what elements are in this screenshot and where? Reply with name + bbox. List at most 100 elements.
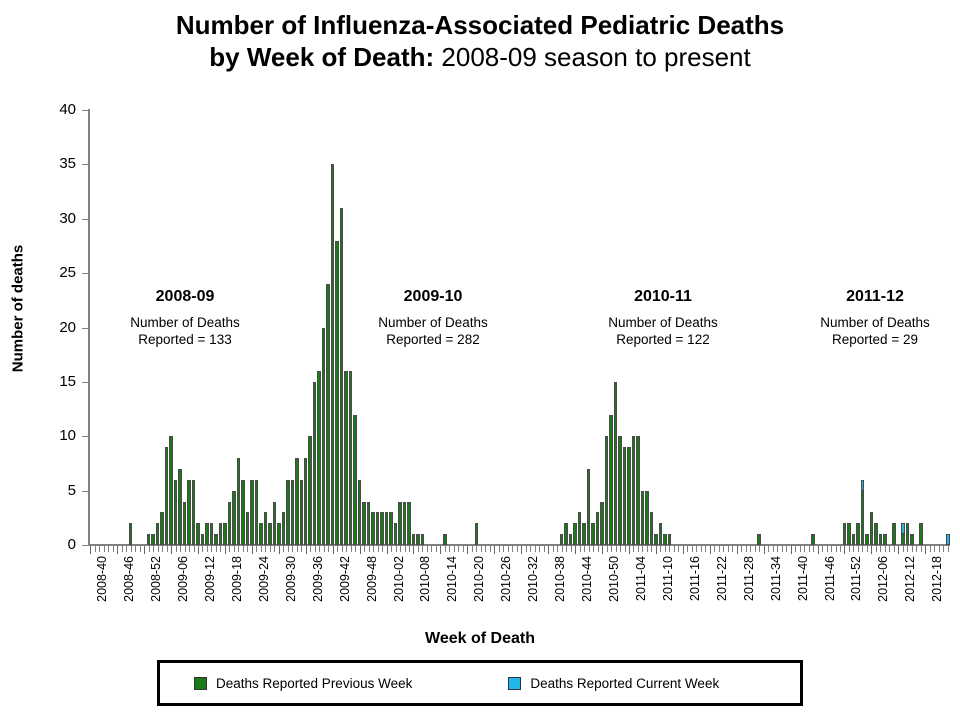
y-axis-tick bbox=[82, 110, 89, 111]
bar bbox=[250, 479, 254, 545]
x-axis-tick bbox=[377, 546, 379, 552]
bar bbox=[393, 523, 398, 545]
bar bbox=[366, 501, 371, 545]
x-axis-tick-label: 2008-46 bbox=[122, 556, 137, 602]
x-axis-tick bbox=[409, 546, 410, 552]
bar bbox=[573, 523, 577, 545]
bar bbox=[847, 523, 851, 545]
x-axis-line bbox=[88, 544, 950, 546]
bar bbox=[281, 512, 286, 545]
x-axis-tick bbox=[287, 546, 289, 552]
bar-segment-previous-week bbox=[245, 512, 250, 545]
x-axis-tick bbox=[449, 546, 451, 552]
x-axis-tick bbox=[714, 546, 716, 552]
x-axis-tick bbox=[503, 546, 505, 552]
bar-segment-previous-week bbox=[259, 523, 263, 545]
bar bbox=[348, 371, 353, 545]
legend-swatch-current-week bbox=[508, 676, 522, 690]
bar bbox=[910, 534, 914, 545]
bar-segment-previous-week bbox=[187, 479, 191, 545]
bar bbox=[151, 534, 155, 545]
x-axis-labels: 2008-40 2008-46 2008-52 2009-06 2009-12 2009-… bbox=[88, 556, 950, 626]
x-axis-tick bbox=[489, 546, 491, 552]
x-axis-tick bbox=[579, 546, 581, 552]
bar bbox=[128, 523, 133, 545]
y-axis-tick-label: 15 bbox=[59, 372, 76, 390]
bar bbox=[559, 534, 564, 545]
season-label: 2011-12 bbox=[846, 288, 904, 305]
x-axis-tick bbox=[934, 546, 936, 552]
x-axis-tick bbox=[889, 546, 891, 552]
bar-segment-previous-week bbox=[420, 534, 425, 545]
x-axis-tick bbox=[727, 546, 729, 552]
x-axis-tick bbox=[480, 546, 482, 552]
x-axis-tick bbox=[525, 546, 527, 552]
bar-segment-previous-week bbox=[380, 512, 384, 545]
bar-segment-previous-week bbox=[169, 436, 173, 545]
x-axis-tick bbox=[206, 546, 208, 552]
x-axis-tick bbox=[848, 546, 850, 552]
x-axis-tick bbox=[400, 546, 402, 552]
bar-segment-previous-week bbox=[160, 512, 164, 545]
bar bbox=[169, 436, 173, 545]
bar-segment-previous-week bbox=[901, 534, 905, 545]
bar-segment-previous-week bbox=[290, 479, 295, 545]
bar-segment-previous-week bbox=[847, 523, 851, 545]
legend-item-previous-week: Deaths Reported Previous Week bbox=[194, 676, 412, 691]
legend-item-current-week: Deaths Reported Current Week bbox=[508, 676, 719, 691]
x-axis-tick bbox=[808, 546, 810, 552]
x-axis-tick bbox=[126, 546, 128, 552]
x-axis-tick bbox=[108, 546, 110, 552]
x-axis-tick bbox=[826, 546, 828, 552]
bar bbox=[308, 436, 312, 545]
x-axis-tick bbox=[507, 546, 509, 552]
x-axis-tick bbox=[831, 546, 833, 552]
x-axis-tick bbox=[175, 546, 177, 552]
bar-segment-previous-week bbox=[353, 414, 357, 545]
bar-segment-previous-week bbox=[658, 523, 663, 545]
x-axis-title: Week of Death bbox=[425, 630, 535, 647]
x-axis-tick bbox=[799, 546, 801, 552]
x-axis-tick bbox=[781, 546, 783, 552]
x-axis-tick bbox=[337, 546, 339, 552]
bar bbox=[371, 512, 375, 545]
x-axis-tick-label: 2012-12 bbox=[903, 556, 918, 602]
x-axis-tick bbox=[220, 546, 222, 552]
bar bbox=[842, 523, 847, 545]
bar bbox=[160, 512, 164, 545]
bar-segment-previous-week bbox=[164, 447, 169, 545]
x-axis-ticks bbox=[88, 546, 950, 554]
bar bbox=[622, 447, 627, 545]
bar bbox=[636, 436, 640, 545]
x-axis-tick bbox=[588, 546, 590, 552]
x-axis-tick-label: 2010-32 bbox=[526, 556, 541, 602]
legend-label-current-week: Deaths Reported Current Week bbox=[530, 675, 720, 691]
bar-segment-previous-week bbox=[218, 523, 223, 545]
bar bbox=[568, 534, 573, 545]
x-axis-tick bbox=[440, 546, 442, 554]
bar bbox=[564, 523, 568, 545]
x-axis-tick bbox=[247, 546, 249, 552]
y-axis-line bbox=[88, 109, 90, 546]
bar-segment-previous-week bbox=[128, 523, 133, 545]
x-axis-tick bbox=[893, 546, 895, 552]
bar-segment-previous-week bbox=[582, 523, 586, 545]
y-axis-tick-label: 35 bbox=[59, 155, 76, 173]
x-axis-tick bbox=[391, 546, 393, 552]
x-axis-tick bbox=[817, 546, 819, 554]
x-axis-tick bbox=[566, 546, 568, 552]
x-axis-tick bbox=[902, 546, 904, 552]
bar bbox=[878, 534, 883, 545]
x-axis-tick bbox=[404, 546, 406, 552]
bar bbox=[277, 523, 281, 545]
x-axis-tick bbox=[611, 546, 613, 552]
y-axis-tick-label: 5 bbox=[67, 481, 76, 499]
bar-segment-previous-week bbox=[905, 523, 910, 545]
bar bbox=[344, 371, 348, 545]
x-axis-tick bbox=[458, 546, 460, 552]
x-axis-tick bbox=[211, 546, 213, 552]
x-axis-tick bbox=[620, 546, 622, 552]
bar bbox=[214, 534, 218, 545]
x-axis-tick bbox=[597, 546, 599, 552]
bar bbox=[618, 436, 622, 545]
